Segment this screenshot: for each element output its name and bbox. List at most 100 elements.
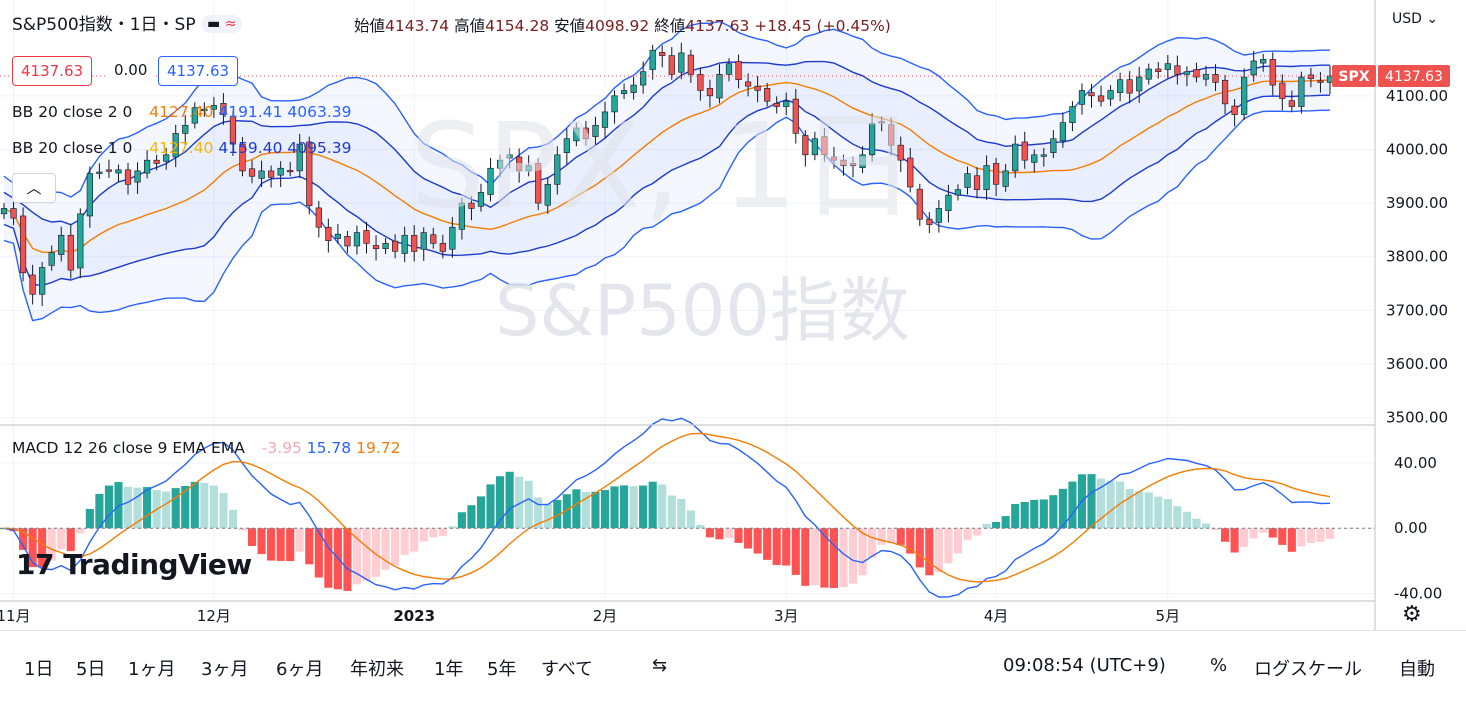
macd-histogram-bar: [925, 528, 934, 576]
macd-histogram-bar: [810, 528, 819, 586]
macd-histogram-bar: [1011, 503, 1020, 529]
macd-histogram-bar: [267, 528, 276, 561]
macd-histogram-bar: [1211, 528, 1220, 531]
auto-scale-button[interactable]: 自動: [1399, 659, 1435, 680]
time-axis-label: 2月: [593, 607, 618, 625]
currency-selector[interactable]: USD ⌄: [1392, 11, 1438, 27]
candle-body: [1317, 80, 1324, 83]
timeframe-button[interactable]: 5年: [487, 659, 517, 680]
macd-histogram-bar: [219, 493, 228, 529]
price-axis-label: 4100.00: [1386, 87, 1448, 105]
candle-body: [239, 143, 246, 172]
candle-body: [1021, 141, 1028, 161]
candle-body: [172, 133, 179, 158]
symbol-watermark: SPX, 1日: [410, 97, 919, 235]
timeframe-button[interactable]: 年初来: [350, 659, 404, 680]
candle-body: [105, 169, 113, 172]
candle-body: [983, 165, 990, 190]
macd-histogram-bar: [696, 524, 705, 529]
macd-histogram-bar: [1249, 528, 1258, 539]
compare-toggle-icon[interactable]: ▬ ≈: [201, 15, 243, 33]
macd-histogram-bar: [47, 528, 56, 561]
macd-histogram-bar: [295, 528, 304, 552]
macd-histogram-bar: [772, 528, 781, 565]
candle-body: [1183, 71, 1191, 75]
macd-histogram-bar: [276, 528, 285, 561]
candle-body: [86, 173, 93, 217]
timeframe-button[interactable]: 6ヶ月: [276, 659, 324, 680]
timeframe-button[interactable]: 1日: [24, 659, 54, 680]
go-to-date-icon[interactable]: ⇆: [652, 655, 668, 676]
macd-histogram-bar: [639, 485, 648, 529]
timeframe-button[interactable]: 5日: [76, 659, 106, 680]
collapse-legend-button[interactable]: ︿: [12, 173, 56, 203]
timeframe-button[interactable]: 3ヶ月: [201, 659, 249, 680]
symbol-title[interactable]: S&P500指数・1日・SP: [12, 15, 196, 35]
macd-histogram-bar: [57, 528, 66, 549]
candle-body: [973, 175, 981, 190]
macd-histogram-bar: [858, 528, 867, 576]
candle-body: [516, 156, 523, 172]
macd-histogram-bar: [286, 528, 295, 562]
candle-body: [191, 107, 198, 124]
settings-gear-icon[interactable]: ⚙: [1402, 602, 1422, 627]
bb1-lower-value: 4095.39: [287, 139, 352, 157]
macd-histogram-bar: [553, 499, 562, 529]
macd-histogram-bar: [228, 509, 238, 529]
bb1-label: BB 20 close 1 0: [12, 139, 133, 157]
macd-legend[interactable]: MACD 12 26 close 9 EMA EMA -3.95 15.78 1…: [12, 439, 400, 457]
macd-histogram-bar: [1144, 492, 1153, 529]
candle-body: [287, 170, 294, 173]
macd-histogram-bar: [1287, 528, 1296, 552]
macd-histogram-bar: [734, 528, 743, 543]
macd-histogram-bar: [1039, 499, 1048, 529]
timeframe-button[interactable]: 1年: [434, 659, 464, 680]
sell-price-box[interactable]: 4137.63: [12, 56, 93, 86]
macd-histogram-bar: [1125, 488, 1134, 529]
candle-body: [783, 100, 790, 107]
log-scale-button[interactable]: ログスケール: [1254, 659, 1362, 680]
candle-body: [1269, 59, 1276, 86]
macd-histogram-bar: [591, 491, 600, 529]
clock-display[interactable]: 09:08:54 (UTC+9): [1003, 655, 1166, 676]
macd-histogram-bar: [658, 484, 667, 529]
timeframe-button[interactable]: すべて: [541, 659, 594, 680]
candle-body: [620, 90, 628, 94]
macd-histogram-bar: [763, 528, 772, 560]
candle-body: [1307, 74, 1315, 79]
bb2-label: BB 20 close 2 0: [12, 103, 133, 121]
candle-body: [716, 74, 723, 99]
macd-histogram-bar: [400, 528, 409, 556]
price-axis-label: 3700.00: [1386, 301, 1448, 319]
candle-body: [468, 202, 475, 209]
bb-upper-1-line: [3, 60, 1330, 226]
macd-histogram-bar: [104, 485, 113, 529]
time-axis-label: 2023: [393, 607, 435, 625]
candle-body: [1221, 79, 1229, 105]
percent-button[interactable]: %: [1210, 655, 1228, 676]
candle-body: [1040, 154, 1047, 157]
candle-body: [382, 243, 389, 249]
time-axis-label: 11月: [0, 607, 31, 625]
bb1-legend[interactable]: BB 20 close 1 0 4127.40 4159.40 4095.39: [12, 139, 352, 157]
buy-price-box[interactable]: 4137.63: [158, 56, 239, 86]
candle-body: [1193, 69, 1200, 78]
candle-body: [0, 208, 8, 215]
macd-histogram-bar: [524, 480, 533, 529]
macd-histogram-bar: [581, 491, 590, 529]
candle-body: [1250, 60, 1257, 76]
candle-body: [420, 232, 427, 250]
macd-histogram-bar: [620, 485, 629, 529]
macd-histogram-bar: [114, 482, 123, 529]
tradingview-logo[interactable]: 𝟭𝟳 TradingView: [16, 548, 252, 581]
timeframe-button[interactable]: 1ヶ月: [128, 659, 176, 680]
macd-histogram-bar: [1173, 506, 1182, 529]
open-value: 4143.74: [385, 17, 450, 35]
signal-line: [3, 432, 1331, 583]
macd-histogram-bar: [887, 528, 896, 543]
macd-histogram-bar: [515, 476, 524, 529]
bb-lower-1-line: [3, 94, 1331, 287]
bb2-legend[interactable]: BB 20 close 2 0 4127.40 4191.41 4063.39: [12, 103, 352, 121]
candle-body: [888, 124, 895, 146]
